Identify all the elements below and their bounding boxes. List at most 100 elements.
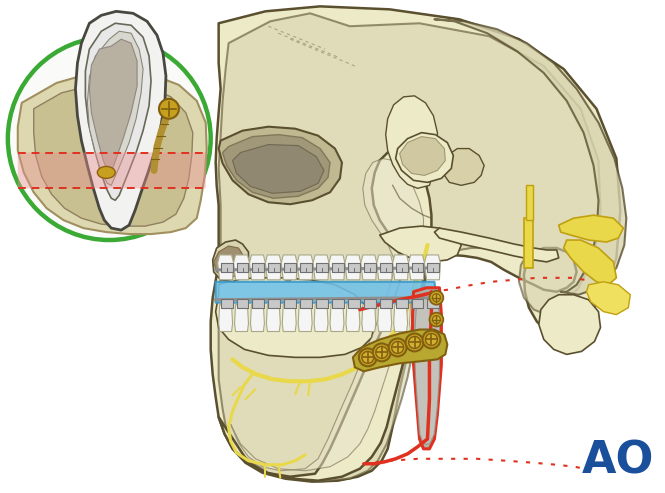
Circle shape — [426, 333, 438, 346]
Circle shape — [275, 265, 281, 271]
Polygon shape — [434, 228, 559, 262]
Polygon shape — [380, 226, 462, 262]
Circle shape — [362, 352, 374, 363]
Circle shape — [430, 313, 444, 326]
Polygon shape — [424, 255, 440, 280]
Polygon shape — [348, 299, 360, 308]
Polygon shape — [87, 31, 143, 185]
Polygon shape — [559, 215, 623, 242]
Polygon shape — [353, 329, 448, 371]
Polygon shape — [426, 305, 440, 331]
Polygon shape — [215, 282, 438, 303]
Polygon shape — [412, 288, 442, 449]
Polygon shape — [348, 263, 360, 272]
Polygon shape — [330, 305, 344, 331]
Circle shape — [430, 291, 444, 305]
Polygon shape — [410, 305, 424, 331]
Polygon shape — [386, 96, 438, 188]
Polygon shape — [314, 305, 328, 331]
Polygon shape — [434, 19, 626, 295]
Polygon shape — [18, 152, 207, 188]
Polygon shape — [394, 305, 408, 331]
Polygon shape — [219, 150, 432, 481]
Polygon shape — [213, 246, 243, 278]
Circle shape — [388, 339, 406, 356]
Polygon shape — [408, 255, 424, 280]
Polygon shape — [412, 299, 424, 308]
Circle shape — [432, 294, 440, 302]
Circle shape — [408, 337, 420, 349]
Polygon shape — [221, 263, 233, 272]
Polygon shape — [316, 263, 328, 272]
Polygon shape — [380, 263, 392, 272]
Circle shape — [376, 347, 388, 358]
Polygon shape — [377, 255, 392, 280]
Circle shape — [406, 333, 424, 352]
Polygon shape — [412, 263, 424, 272]
Polygon shape — [75, 11, 166, 230]
Polygon shape — [428, 299, 440, 308]
Polygon shape — [233, 144, 324, 193]
Polygon shape — [346, 305, 360, 331]
Ellipse shape — [97, 167, 115, 178]
Polygon shape — [221, 299, 233, 308]
Circle shape — [422, 330, 440, 349]
Polygon shape — [361, 255, 377, 280]
Polygon shape — [237, 299, 249, 308]
Polygon shape — [300, 263, 312, 272]
Polygon shape — [345, 255, 361, 280]
Polygon shape — [428, 263, 440, 272]
Polygon shape — [253, 263, 265, 272]
Polygon shape — [284, 299, 296, 308]
Polygon shape — [587, 282, 630, 315]
Polygon shape — [362, 305, 376, 331]
Polygon shape — [215, 278, 375, 357]
Polygon shape — [267, 305, 280, 331]
Polygon shape — [414, 292, 440, 444]
Polygon shape — [378, 305, 392, 331]
Polygon shape — [219, 305, 233, 331]
Polygon shape — [313, 255, 329, 280]
Polygon shape — [564, 240, 616, 285]
Polygon shape — [269, 299, 280, 308]
Polygon shape — [233, 255, 249, 280]
Circle shape — [373, 344, 390, 361]
Polygon shape — [284, 263, 296, 272]
Polygon shape — [223, 135, 330, 198]
Polygon shape — [281, 255, 297, 280]
Polygon shape — [329, 255, 345, 280]
Circle shape — [159, 99, 179, 119]
Polygon shape — [18, 71, 207, 234]
Circle shape — [8, 37, 211, 240]
Circle shape — [359, 349, 377, 366]
Polygon shape — [89, 39, 137, 173]
Polygon shape — [231, 158, 424, 471]
Polygon shape — [253, 299, 265, 308]
Polygon shape — [396, 133, 454, 182]
Polygon shape — [85, 23, 151, 200]
Polygon shape — [219, 13, 600, 482]
Polygon shape — [297, 255, 313, 280]
Polygon shape — [269, 263, 280, 272]
Polygon shape — [364, 299, 376, 308]
Polygon shape — [332, 299, 344, 308]
Polygon shape — [442, 148, 484, 185]
Polygon shape — [213, 240, 249, 282]
Circle shape — [392, 342, 404, 353]
Polygon shape — [400, 137, 446, 176]
Polygon shape — [524, 218, 533, 268]
Text: AO: AO — [582, 439, 654, 482]
Polygon shape — [251, 305, 265, 331]
Polygon shape — [392, 255, 408, 280]
Polygon shape — [237, 263, 249, 272]
Polygon shape — [300, 299, 312, 308]
Polygon shape — [34, 83, 193, 226]
Polygon shape — [380, 299, 392, 308]
Polygon shape — [265, 255, 281, 280]
Polygon shape — [217, 255, 233, 280]
Polygon shape — [211, 6, 620, 482]
Polygon shape — [396, 299, 408, 308]
Polygon shape — [332, 263, 344, 272]
Polygon shape — [282, 305, 296, 331]
Polygon shape — [235, 305, 249, 331]
